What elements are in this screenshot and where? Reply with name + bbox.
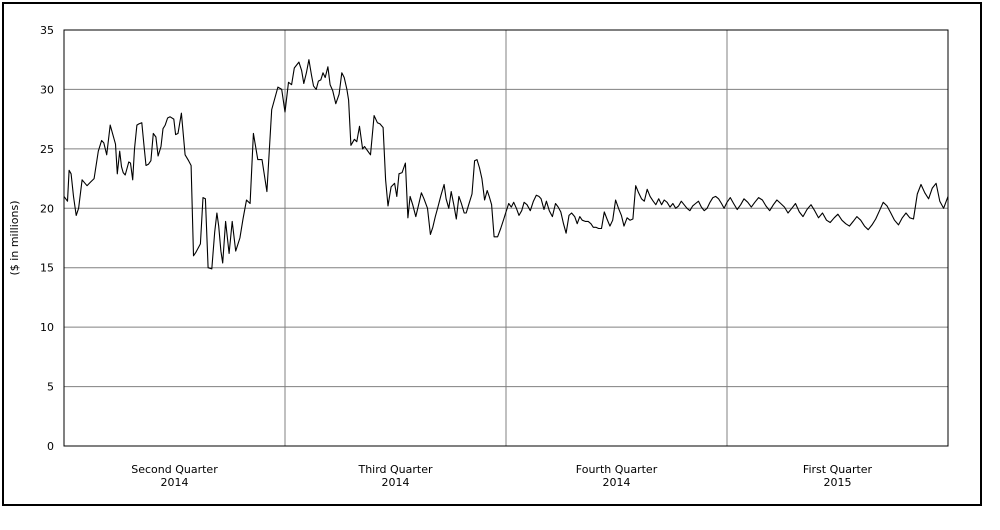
y-tick-labels: 0 5 10 15 20 25 30 35	[40, 24, 54, 453]
y-axis-label: ($ in millions)	[8, 201, 21, 276]
x-period-label-line2: 2014	[382, 476, 410, 489]
plot-area-border	[63, 29, 949, 447]
x-period-label-line1: Fourth Quarter	[576, 463, 658, 476]
x-period-label-line2: 2014	[161, 476, 189, 489]
y-tick-label: 15	[40, 262, 54, 275]
x-period-label-line1: Third Quarter	[357, 463, 433, 476]
x-period-label-line1: First Quarter	[803, 463, 873, 476]
series-line	[63, 59, 949, 270]
period-dividers	[284, 30, 728, 446]
x-period-label-line2: 2014	[603, 476, 631, 489]
y-tick-label: 25	[40, 143, 54, 156]
x-period-label-line2: 2015	[824, 476, 852, 489]
y-tick-label: 0	[47, 440, 54, 453]
y-tick-label: 10	[40, 321, 54, 334]
chart-frame: 0 5 10 15 20 25 30 35 Second Quarter 2014 Third Q…	[2, 2, 982, 506]
y-tick-label: 5	[47, 381, 54, 394]
x-period-label-line1: Second Quarter	[131, 463, 218, 476]
y-tick-label: 35	[40, 24, 54, 37]
y-tick-label: 20	[40, 202, 54, 215]
y-tick-label: 30	[40, 83, 54, 96]
